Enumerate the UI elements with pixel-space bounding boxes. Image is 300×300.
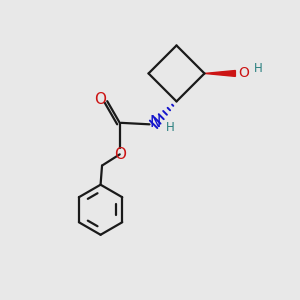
Text: O: O	[94, 92, 106, 107]
Polygon shape	[205, 70, 236, 76]
Text: H: H	[254, 61, 262, 75]
Text: O: O	[238, 66, 249, 80]
Text: O: O	[114, 147, 126, 162]
Text: H: H	[165, 122, 174, 134]
Text: N: N	[149, 115, 161, 130]
